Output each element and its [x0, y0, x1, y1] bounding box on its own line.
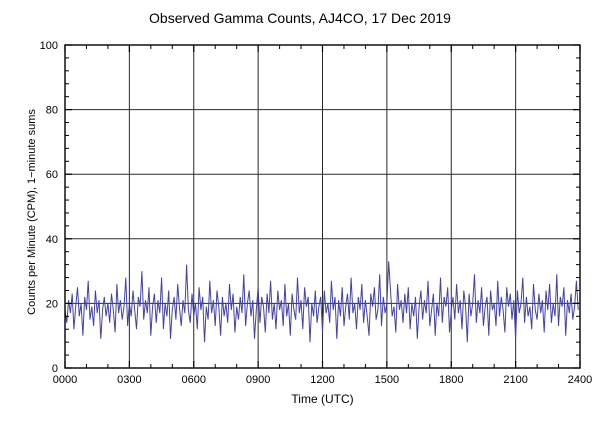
x-axis-label: Time (UTC) [291, 392, 354, 406]
chart-title: Observed Gamma Counts, AJ4CO, 17 Dec 201… [149, 10, 451, 26]
data-series-line [64, 261, 579, 343]
y-tick-label: 0 [52, 363, 58, 375]
y-axis-label: Counts per Minute (CPM), 1−minute sums [26, 109, 38, 315]
y-tick-label: 80 [46, 105, 58, 117]
x-tick-label: 0300 [117, 374, 141, 386]
y-tick-label: 20 [46, 298, 58, 310]
x-tick-label: 2400 [568, 374, 592, 386]
x-tick-label: 2100 [503, 374, 527, 386]
y-tick-label: 40 [46, 234, 58, 246]
x-tick-label: 0000 [53, 374, 77, 386]
plot-border [64, 44, 581, 369]
x-tick-label: 1500 [375, 374, 399, 386]
y-tick-label: 100 [40, 40, 58, 52]
x-tick-label: 1200 [310, 374, 334, 386]
x-tick-label: 0600 [182, 374, 206, 386]
y-tick-label: 60 [46, 169, 58, 181]
x-tick-label: 0900 [246, 374, 270, 386]
x-tick-label: 1800 [439, 374, 463, 386]
